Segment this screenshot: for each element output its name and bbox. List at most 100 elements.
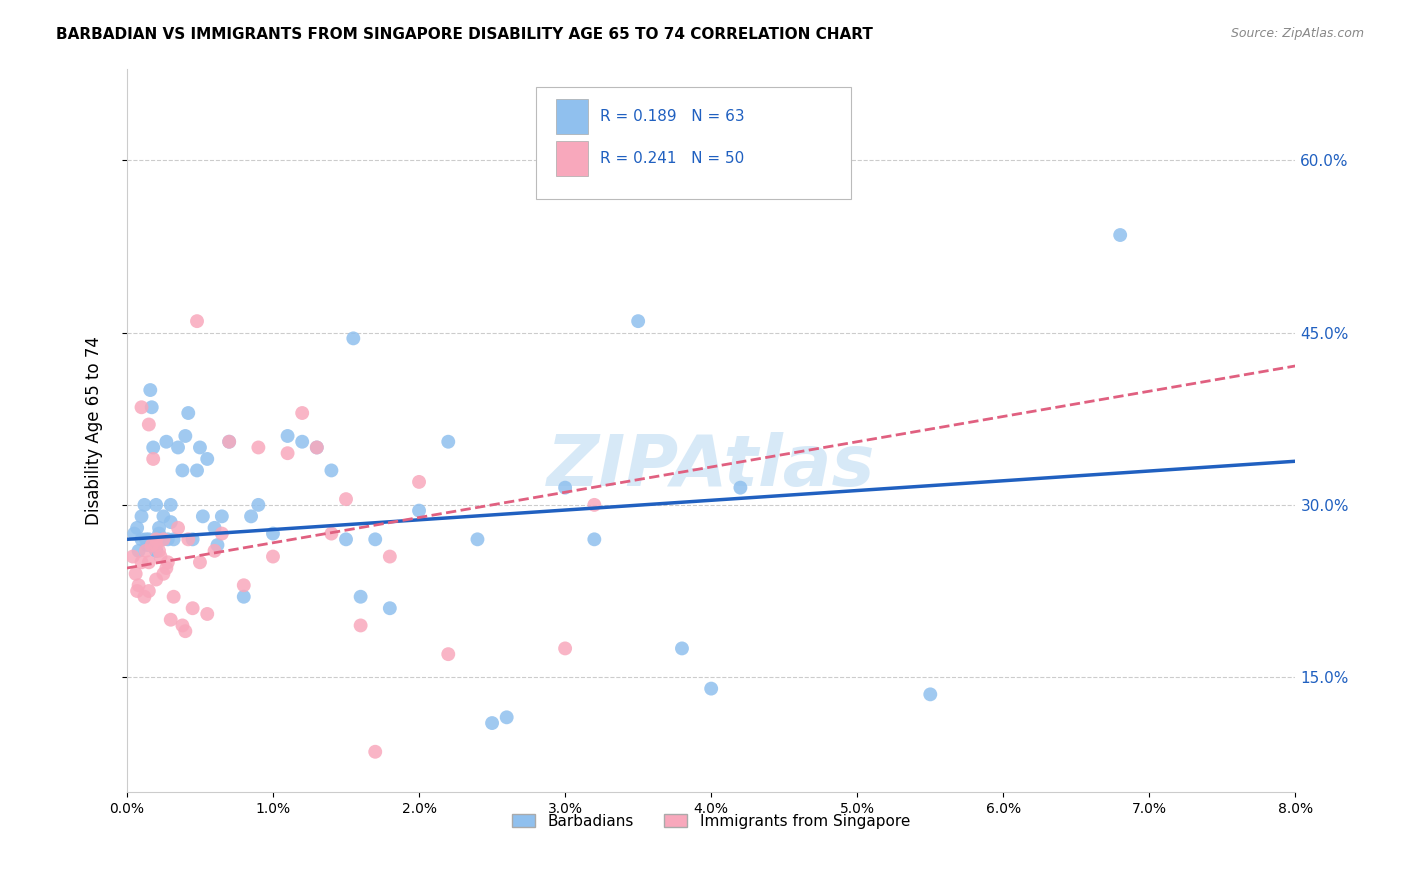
Point	[142, 452, 165, 467]
Text: Source: ZipAtlas.com: Source: ZipAtlas.com	[1230, 27, 1364, 40]
Point	[671, 641, 693, 656]
Point	[247, 441, 270, 455]
Text: BARBADIAN VS IMMIGRANTS FROM SINGAPORE DISABILITY AGE 65 TO 74 CORRELATION CHART: BARBADIAN VS IMMIGRANTS FROM SINGAPORE D…	[56, 27, 873, 42]
Point	[378, 549, 401, 564]
Point	[145, 544, 167, 558]
Point	[172, 618, 194, 632]
Point	[156, 533, 179, 547]
Point	[134, 590, 156, 604]
Point	[627, 314, 650, 328]
Point	[291, 434, 314, 449]
Point	[305, 441, 328, 455]
Point	[145, 498, 167, 512]
Point	[218, 434, 240, 449]
Point	[131, 533, 153, 547]
Point	[181, 533, 204, 547]
Point	[277, 446, 299, 460]
Point	[127, 521, 149, 535]
Point	[138, 555, 160, 569]
Point	[408, 503, 430, 517]
Point	[186, 463, 208, 477]
Point	[378, 601, 401, 615]
Point	[152, 509, 174, 524]
Point	[145, 573, 167, 587]
Y-axis label: Disability Age 65 to 74: Disability Age 65 to 74	[86, 335, 103, 524]
Point	[349, 618, 371, 632]
Point	[127, 584, 149, 599]
Point	[148, 544, 170, 558]
Point	[218, 434, 240, 449]
Legend: Barbadians, Immigrants from Singapore: Barbadians, Immigrants from Singapore	[506, 807, 917, 835]
Point	[349, 590, 371, 604]
Point	[321, 526, 343, 541]
Point	[134, 498, 156, 512]
Point	[408, 475, 430, 489]
Point	[191, 509, 214, 524]
Point	[195, 452, 218, 467]
Point	[240, 509, 263, 524]
Point	[174, 429, 197, 443]
Point	[131, 509, 153, 524]
Point	[138, 584, 160, 599]
Point	[138, 417, 160, 432]
Point	[159, 515, 181, 529]
Point	[135, 544, 157, 558]
Point	[247, 498, 270, 512]
Point	[148, 521, 170, 535]
Point	[156, 555, 179, 569]
Point	[204, 544, 226, 558]
Point	[495, 710, 517, 724]
Point	[167, 521, 190, 535]
Point	[207, 538, 229, 552]
Point	[145, 544, 167, 558]
Point	[437, 647, 460, 661]
Point	[145, 533, 167, 547]
Point	[121, 549, 143, 564]
Point	[481, 716, 503, 731]
Point	[730, 481, 752, 495]
Point	[141, 538, 163, 552]
Point	[172, 463, 194, 477]
Point	[167, 441, 190, 455]
Point	[232, 578, 254, 592]
Point	[131, 401, 153, 415]
Point	[262, 549, 284, 564]
Point	[139, 383, 162, 397]
Text: R = 0.241   N = 50: R = 0.241 N = 50	[600, 151, 744, 166]
Point	[186, 314, 208, 328]
Point	[152, 566, 174, 581]
Text: R = 0.189   N = 63: R = 0.189 N = 63	[600, 109, 745, 124]
Point	[342, 331, 364, 345]
Point	[174, 624, 197, 639]
Point	[128, 578, 150, 592]
Point	[437, 434, 460, 449]
Point	[177, 533, 200, 547]
Point	[177, 406, 200, 420]
Point	[583, 498, 606, 512]
Point	[141, 401, 163, 415]
Point	[920, 687, 942, 701]
Point	[188, 441, 211, 455]
Point	[181, 601, 204, 615]
Point	[583, 533, 606, 547]
Point	[262, 526, 284, 541]
Point	[122, 526, 145, 541]
Point	[155, 434, 177, 449]
Point	[211, 526, 233, 541]
Point	[335, 492, 357, 507]
Point	[195, 607, 218, 621]
Point	[159, 498, 181, 512]
Point	[364, 745, 387, 759]
FancyBboxPatch shape	[555, 141, 589, 176]
Point	[700, 681, 723, 696]
Point	[467, 533, 489, 547]
Point	[131, 555, 153, 569]
Point	[149, 549, 172, 564]
Point	[554, 481, 576, 495]
Point	[142, 441, 165, 455]
Point	[163, 533, 186, 547]
Point	[321, 463, 343, 477]
Text: ZIPAtlas: ZIPAtlas	[547, 432, 876, 501]
Point	[138, 533, 160, 547]
Point	[145, 538, 167, 552]
